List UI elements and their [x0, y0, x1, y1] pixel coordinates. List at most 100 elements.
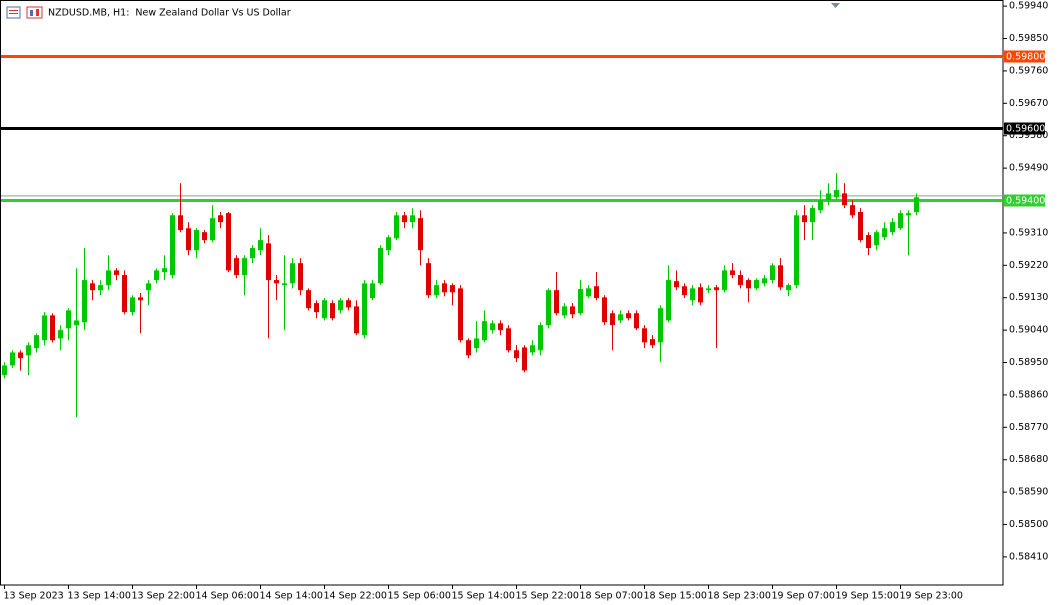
- candle-body: [274, 280, 279, 284]
- candle-body: [178, 215, 183, 231]
- candle-body: [426, 263, 431, 296]
- x-tick-label: 14 Sep 22:00: [324, 591, 387, 602]
- x-tick-label: 13 Sep 22:00: [132, 591, 195, 602]
- y-tick-label: 0.58500: [1009, 519, 1048, 530]
- candle-body: [98, 285, 103, 291]
- candle-body: [226, 213, 231, 271]
- candle-body: [330, 303, 335, 319]
- candle-body: [778, 265, 783, 288]
- candle-body: [578, 289, 583, 314]
- candle-body: [346, 300, 351, 308]
- y-tick-label: 0.58860: [1009, 389, 1048, 400]
- candle-body: [666, 280, 671, 321]
- candle-body: [546, 290, 551, 326]
- candle-body: [466, 340, 471, 356]
- candle-body: [250, 248, 255, 259]
- candle-body: [50, 315, 55, 341]
- candle-body: [690, 288, 695, 301]
- candle-body: [530, 345, 535, 353]
- x-tick-label: 14 Sep 14:00: [260, 591, 323, 602]
- candle-body: [162, 268, 167, 273]
- candle-body: [642, 328, 647, 343]
- candle-body: [74, 320, 79, 326]
- candle-body: [586, 288, 591, 297]
- candle-body: [898, 213, 903, 229]
- candle-body: [514, 350, 519, 359]
- candle-body: [746, 280, 751, 289]
- candle-body: [674, 281, 679, 288]
- x-tick-label: 19 Sep 15:00: [836, 591, 899, 602]
- candle-body: [594, 286, 599, 299]
- candle-body: [42, 315, 47, 341]
- candle-body: [442, 283, 447, 293]
- candle-body: [474, 338, 479, 349]
- candle-body: [722, 270, 727, 291]
- candle-body: [554, 290, 559, 314]
- candle-body: [866, 235, 871, 249]
- candle-body: [562, 306, 567, 316]
- axes: 0.58410 0.58500 0.58590 0.58680 0.58770 0.588…: [4, 1, 1049, 602]
- candle-body: [34, 335, 39, 349]
- x-tick-label: 13 Sep 14:00: [68, 591, 131, 602]
- candle-body: [906, 213, 911, 216]
- candle-body: [258, 240, 263, 251]
- y-tick-label: 0.59310: [1009, 227, 1048, 238]
- candle-body: [146, 283, 151, 291]
- candle-body: [882, 228, 887, 238]
- candle-body: [850, 205, 855, 216]
- x-tick-label: 18 Sep 23:00: [708, 591, 771, 602]
- x-tick-label: 19 Sep 07:00: [772, 591, 835, 602]
- candle-body: [410, 215, 415, 223]
- candle-body: [834, 190, 839, 198]
- candle-body: [706, 288, 711, 291]
- icon-bar: [30, 10, 33, 16]
- y-tick-label: 0.59490: [1009, 163, 1048, 174]
- candle-body: [218, 215, 223, 223]
- candle-body: [186, 228, 191, 251]
- candle-body: [90, 283, 95, 291]
- candle-body: [370, 283, 375, 299]
- candle-body: [138, 297, 143, 301]
- candle-body: [282, 283, 287, 286]
- candle-body: [730, 270, 735, 276]
- candle-body: [418, 218, 423, 251]
- candle-body: [2, 365, 7, 376]
- candle-body: [658, 308, 663, 343]
- candle-body: [314, 303, 319, 313]
- candle-body: [570, 306, 575, 315]
- y-tick-label: 0.59130: [1009, 292, 1048, 303]
- candle-body: [266, 243, 271, 281]
- candle-body: [130, 297, 135, 313]
- icon-bar: [36, 9, 39, 16]
- candle-body: [538, 325, 543, 351]
- candle-body: [610, 313, 615, 326]
- candle-body: [786, 285, 791, 291]
- x-tick-label: 13 Sep 2023: [4, 591, 64, 602]
- candle-body: [18, 352, 23, 359]
- chart-icons: [6, 6, 43, 19]
- y-tick-label: 0.58410: [1009, 551, 1048, 562]
- candle-body: [738, 275, 743, 286]
- level-labels: 0.59800 0.59600 0.59400: [1004, 50, 1045, 207]
- shift-marker: [831, 3, 840, 8]
- x-tick-label: 18 Sep 15:00: [644, 591, 707, 602]
- candle-body: [386, 237, 391, 251]
- candle-body: [194, 230, 199, 251]
- candle-body: [26, 345, 31, 356]
- candle-body: [482, 321, 487, 341]
- icon: [6, 6, 21, 19]
- y-tick-label: 0.59940: [1009, 1, 1048, 12]
- candle-body: [338, 300, 343, 311]
- candle-body: [114, 270, 119, 276]
- icon: [26, 6, 43, 19]
- candle-body: [170, 215, 175, 276]
- x-tick-label: 15 Sep 14:00: [452, 591, 515, 602]
- level-label: 0.59800: [1006, 52, 1045, 63]
- candle-body: [450, 285, 455, 293]
- y-tick-label: 0.59850: [1009, 33, 1048, 44]
- candle-body: [66, 310, 71, 329]
- y-tick-label: 0.58770: [1009, 422, 1048, 433]
- candle-body: [498, 323, 503, 331]
